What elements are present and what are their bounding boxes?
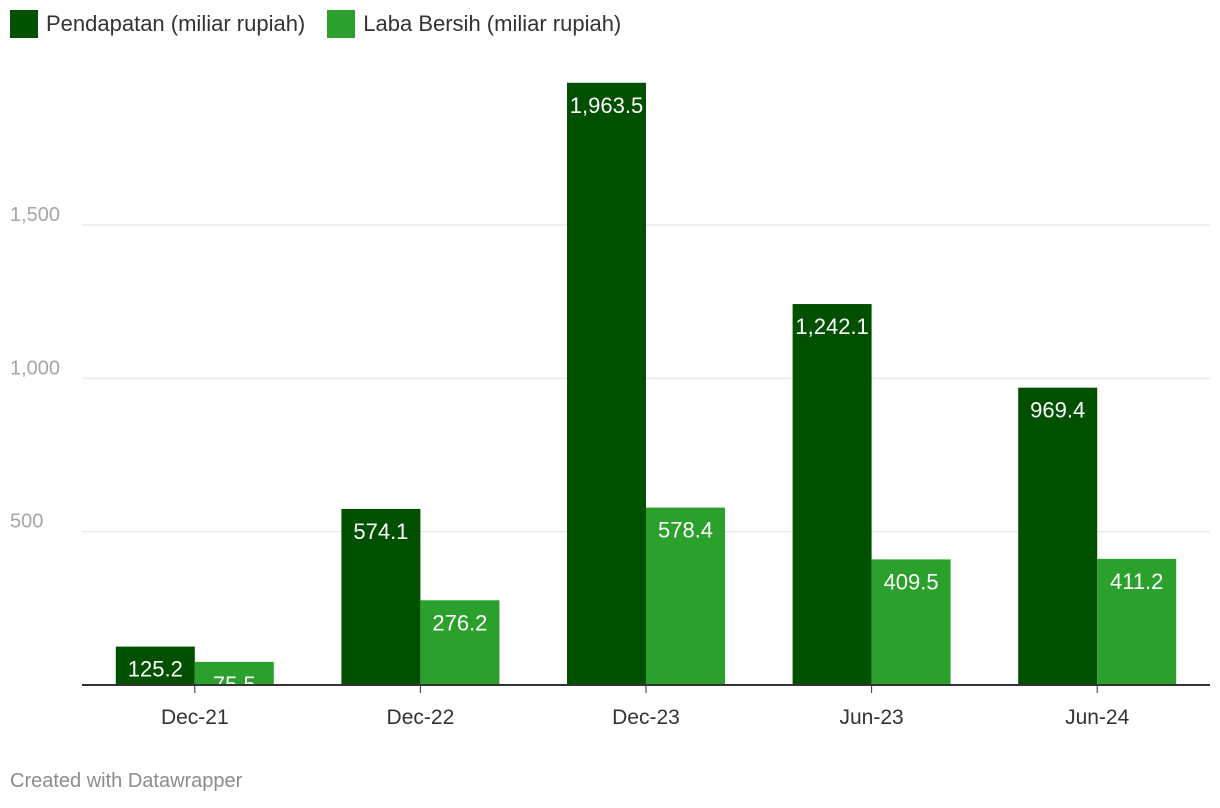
data-label-pendapatan-dec-22: 574.1	[353, 519, 408, 544]
bar-laba-bersih-dec-22	[420, 600, 500, 685]
legend-item-laba-bersih: Laba Bersih (miliar rupiah)	[327, 10, 621, 38]
x-tick-label-jun-23: Jun-23	[839, 706, 903, 729]
data-label-pendapatan-jun-23: 1,242.1	[795, 314, 868, 339]
legend-label-laba-bersih: Laba Bersih (miliar rupiah)	[363, 11, 622, 36]
bar-laba-bersih-jun-23	[871, 559, 951, 685]
legend: Pendapatan (miliar rupiah) Laba Bersih (…	[10, 10, 621, 38]
data-label-laba-bersih-jun-24: 411.2	[1110, 569, 1163, 594]
bar-pendapatan-dec-23	[567, 82, 646, 685]
bar-laba-bersih-dec-21	[194, 661, 274, 685]
data-label-laba-bersih-jun-23: 409.5	[884, 569, 939, 594]
data-label-pendapatan-dec-21: 125.2	[128, 657, 183, 682]
data-label-pendapatan-dec-23: 1,963.5	[570, 93, 643, 118]
legend-label-pendapatan: Pendapatan (miliar rupiah)	[46, 11, 306, 36]
legend-swatch-pendapatan	[10, 10, 38, 38]
bar-laba-bersih-jun-24	[1097, 558, 1177, 685]
x-tick-label-dec-21: Dec-21	[161, 706, 229, 729]
data-label-laba-bersih-dec-23: 578.4	[658, 518, 713, 543]
legend-swatch-laba-bersih	[327, 10, 356, 38]
y-tick-label-1000: 1,000	[10, 357, 60, 379]
bar-pendapatan-dec-22	[341, 508, 421, 685]
bar-pendapatan-jun-24	[1018, 387, 1098, 685]
footer-credit: Created with Datawrapper	[10, 770, 243, 792]
data-label-laba-bersih-dec-22: 276.2	[432, 610, 487, 635]
data-label-pendapatan-jun-24: 969.4	[1030, 398, 1085, 423]
bar-laba-bersih-dec-23	[646, 507, 725, 685]
x-tick-label-dec-23: Dec-23	[612, 706, 680, 729]
bar-pendapatan-jun-23	[792, 304, 872, 685]
y-tick-label-1500: 1,500	[10, 204, 60, 226]
y-tick-label-500: 500	[10, 511, 43, 533]
bar-pendapatan-dec-21	[115, 646, 195, 685]
legend-item-pendapatan: Pendapatan (miliar rupiah)	[10, 10, 305, 38]
x-tick-label-dec-22: Dec-22	[387, 706, 455, 729]
x-tick-label-jun-24: Jun-24	[1065, 706, 1130, 729]
